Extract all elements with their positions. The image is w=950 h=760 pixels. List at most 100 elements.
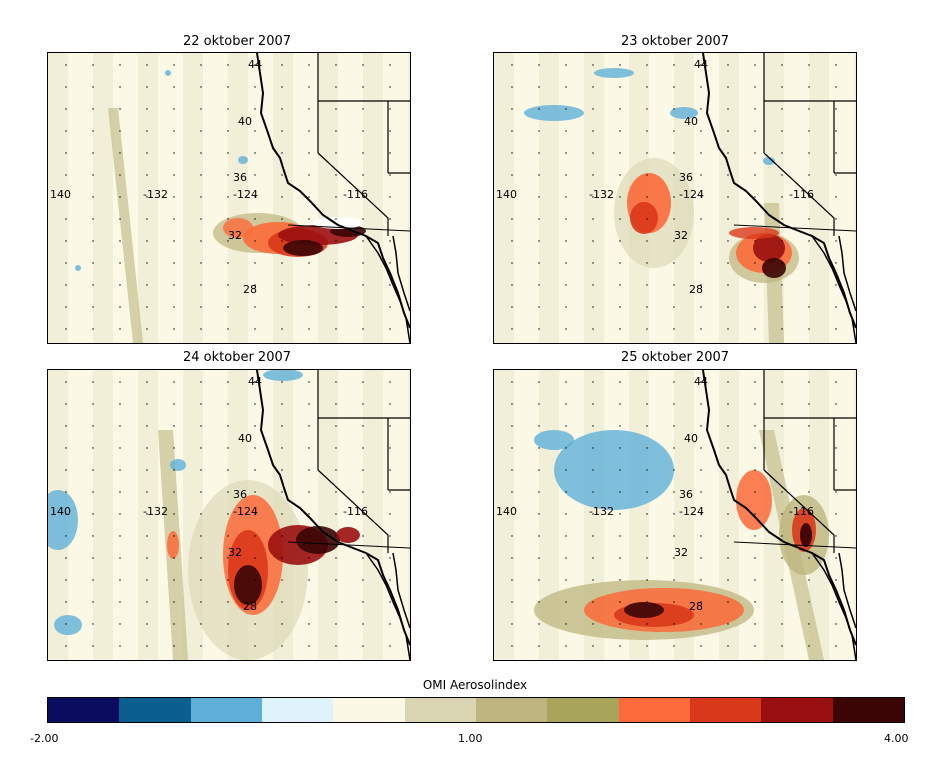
grid-dot bbox=[538, 86, 540, 88]
colorbar-swatch bbox=[475, 698, 548, 722]
grid-dot bbox=[592, 306, 594, 308]
grid-dot bbox=[619, 513, 621, 515]
grid-dot bbox=[511, 306, 513, 308]
map-panel-2: 44 40 36 32 28 140 -132 -124 -116 bbox=[493, 52, 857, 344]
grid-dot bbox=[227, 174, 229, 176]
grid-dot bbox=[754, 425, 756, 427]
grid-dot bbox=[700, 152, 702, 154]
grid-dot bbox=[835, 645, 837, 647]
grid-dot bbox=[700, 513, 702, 515]
coastline bbox=[256, 53, 410, 329]
grid-dot bbox=[565, 513, 567, 515]
state-borders bbox=[763, 53, 856, 236]
panel-title-4: 25 oktober 2007 bbox=[620, 350, 730, 365]
grid-dot bbox=[119, 491, 121, 493]
grid-dot bbox=[335, 108, 337, 110]
aerosol-patch bbox=[336, 527, 360, 543]
grid-dot bbox=[538, 403, 540, 405]
grid-dot bbox=[92, 240, 94, 242]
grid-dot bbox=[119, 645, 121, 647]
lon-label: 140 bbox=[496, 505, 517, 518]
grid-dot bbox=[362, 601, 364, 603]
grid-dot bbox=[119, 381, 121, 383]
grid-dot bbox=[754, 535, 756, 537]
grid-dot bbox=[389, 86, 391, 88]
grid-dot bbox=[200, 86, 202, 88]
grid-dot bbox=[700, 240, 702, 242]
grid-dot bbox=[173, 64, 175, 66]
grid-dot bbox=[754, 328, 756, 330]
grid-dot bbox=[835, 196, 837, 198]
grid-dot bbox=[200, 403, 202, 405]
grid-dot bbox=[538, 535, 540, 537]
grid-dot bbox=[119, 513, 121, 515]
grid-dot bbox=[65, 218, 67, 220]
grid-dot bbox=[619, 328, 621, 330]
grid-dot bbox=[281, 447, 283, 449]
grid-dot bbox=[146, 152, 148, 154]
grid-dot bbox=[673, 645, 675, 647]
grid-dot bbox=[389, 579, 391, 581]
grid-dot bbox=[389, 535, 391, 537]
lon-label: -116 bbox=[789, 505, 814, 518]
grid-dot bbox=[511, 284, 513, 286]
grid-dot bbox=[119, 284, 121, 286]
grid-dot bbox=[362, 403, 364, 405]
grid-dot bbox=[619, 130, 621, 132]
grid-dot bbox=[781, 174, 783, 176]
grid-dot bbox=[646, 425, 648, 427]
grid-dot bbox=[673, 328, 675, 330]
grid-dot bbox=[781, 130, 783, 132]
grid-dot bbox=[781, 645, 783, 647]
grid-dot bbox=[835, 86, 837, 88]
grid-dot bbox=[173, 306, 175, 308]
grid-dot bbox=[362, 491, 364, 493]
grid-dot bbox=[227, 623, 229, 625]
grid-dot bbox=[200, 262, 202, 264]
grid-dot bbox=[754, 491, 756, 493]
lat-label: 28 bbox=[689, 600, 703, 613]
grid-dot bbox=[362, 152, 364, 154]
grid-dot bbox=[362, 513, 364, 515]
grid-dot bbox=[362, 64, 364, 66]
grid-dot bbox=[119, 152, 121, 154]
grid-dot bbox=[308, 64, 310, 66]
grid-dot bbox=[808, 425, 810, 427]
grid-dot bbox=[619, 601, 621, 603]
grid-dot bbox=[565, 306, 567, 308]
grid-dot bbox=[335, 381, 337, 383]
grid-dot bbox=[362, 284, 364, 286]
grid-dot bbox=[727, 218, 729, 220]
grid-dot bbox=[592, 64, 594, 66]
swath-band bbox=[363, 53, 383, 343]
grid-dot bbox=[227, 284, 229, 286]
grid-dot bbox=[538, 306, 540, 308]
grid-dot bbox=[65, 623, 67, 625]
grid-dot bbox=[65, 601, 67, 603]
grid-dot bbox=[727, 328, 729, 330]
grid-dot bbox=[254, 447, 256, 449]
grid-dot bbox=[308, 284, 310, 286]
grid-dot bbox=[200, 328, 202, 330]
colorbar-swatch bbox=[618, 698, 690, 722]
grid-dot bbox=[146, 513, 148, 515]
grid-dot bbox=[119, 130, 121, 132]
grid-dot bbox=[727, 130, 729, 132]
low-aerosol-patch bbox=[524, 105, 584, 121]
grid-dot bbox=[781, 513, 783, 515]
grid-dot bbox=[808, 306, 810, 308]
grid-dot bbox=[65, 381, 67, 383]
low-aerosol-patch bbox=[54, 615, 82, 635]
grid-dot bbox=[335, 64, 337, 66]
grid-dot bbox=[335, 601, 337, 603]
grid-dot bbox=[619, 381, 621, 383]
mexico-border bbox=[733, 541, 856, 549]
grid-dot bbox=[538, 623, 540, 625]
grid-dot bbox=[538, 64, 540, 66]
grid-dot bbox=[700, 403, 702, 405]
grid-dot bbox=[781, 262, 783, 264]
grid-dot bbox=[308, 174, 310, 176]
grid-dot bbox=[538, 130, 540, 132]
grid-dot bbox=[619, 491, 621, 493]
grid-dot bbox=[362, 557, 364, 559]
